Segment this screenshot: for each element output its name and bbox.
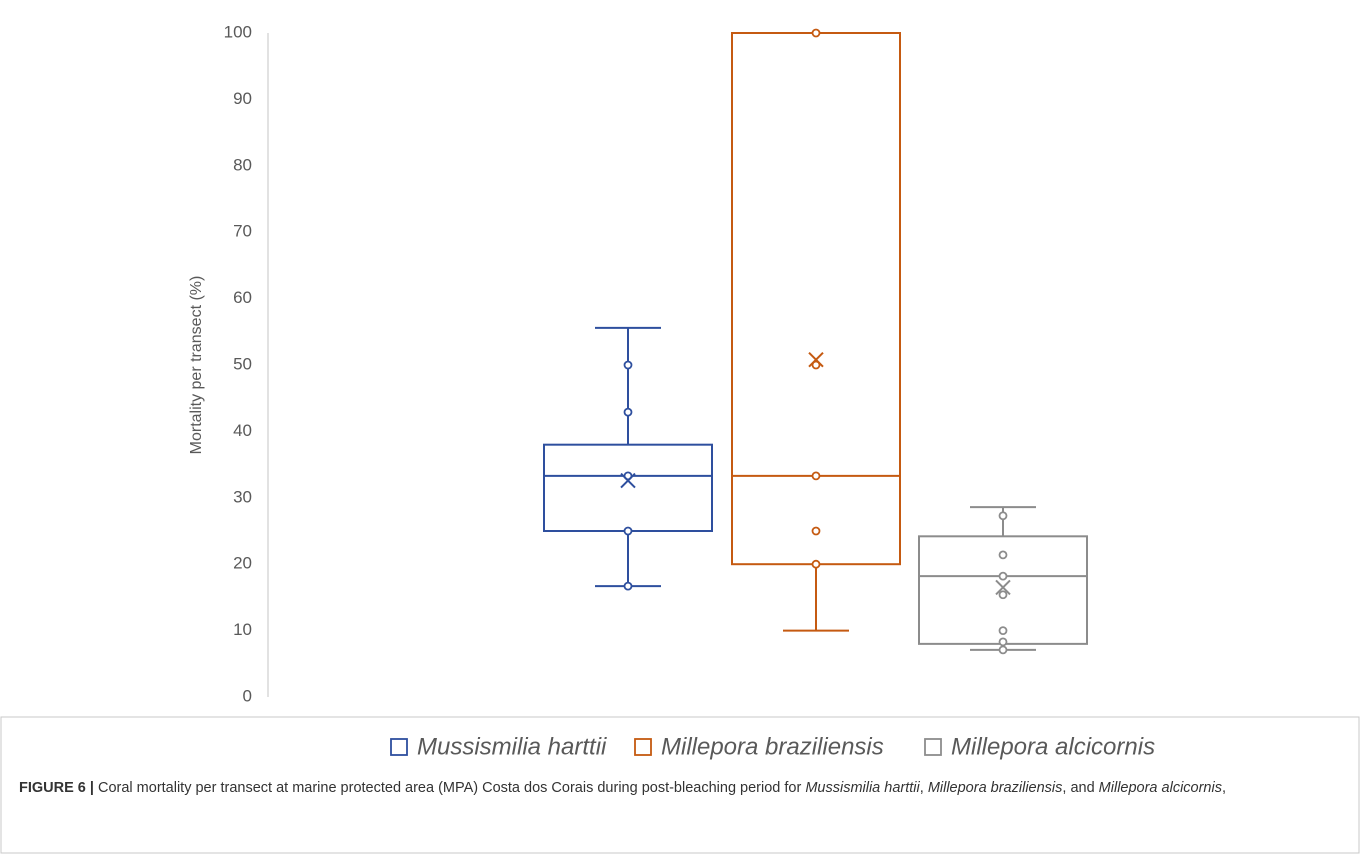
point [998,626,1008,635]
caption-text: Mussismilia harttii [805,780,920,796]
point [811,559,821,569]
point [623,526,633,536]
caption-label: FIGURE 6 | [19,780,94,796]
legend-swatch [390,738,408,756]
point [623,581,633,591]
point [623,407,633,417]
box [731,32,901,566]
point [811,28,821,38]
point [998,645,1008,655]
legend-label: Millepora alcicornis [951,733,1155,760]
y-tick-label: 20 [233,554,252,573]
caption-frame [0,716,1360,854]
y-tick-label: 30 [233,487,252,506]
y-tick-label: 10 [233,620,252,639]
point [811,526,821,536]
y-axis-label: Mortality per transect (%) [188,276,205,455]
point [998,637,1008,647]
point [998,550,1008,560]
point [998,571,1008,581]
point [811,471,821,481]
caption: FIGURE 6 | Coral mortality per transect … [19,776,1339,801]
point [623,360,633,370]
mean-marker [620,472,636,489]
point [998,590,1008,600]
caption-text: Millepora alcicornis [1098,780,1222,796]
y-tick-label: 100 [224,22,252,41]
legend-swatch [634,738,652,756]
caption-text: , [919,780,928,796]
point [811,360,821,370]
legend-label: Millepora braziliensis [661,733,884,760]
caption-text: , [1221,780,1226,796]
y-tick-label: 0 [243,686,252,705]
caption-text: Millepora braziliensis [927,780,1063,796]
mean-marker [995,579,1011,596]
legend-swatch [924,738,942,756]
y-tick-label: 60 [233,288,252,307]
point [998,511,1008,521]
caption-text: Coral mortality per transect at marine p… [93,780,806,796]
y-tick-label: 90 [233,89,252,108]
legend-label: Mussismilia harttii [417,733,607,760]
y-tick-label: 50 [233,354,252,373]
y-tick-label: 40 [233,421,252,440]
y-tick-label: 80 [233,155,252,174]
caption-text: , and [1062,780,1099,796]
box [543,443,713,532]
mean-marker [808,351,824,368]
y-tick-label: 70 [233,222,252,241]
